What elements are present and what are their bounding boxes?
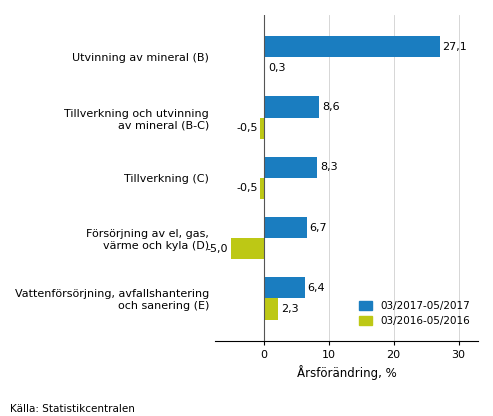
Text: 27,1: 27,1 <box>442 42 467 52</box>
Text: -0,5: -0,5 <box>236 123 258 133</box>
Bar <box>264 57 266 78</box>
Text: 0,3: 0,3 <box>268 63 285 73</box>
Bar <box>264 97 319 117</box>
Text: 2,3: 2,3 <box>281 304 299 314</box>
Text: Källa: Statistikcentralen: Källa: Statistikcentralen <box>10 404 135 414</box>
Bar <box>264 157 317 178</box>
Bar <box>231 238 264 259</box>
Bar <box>260 178 264 199</box>
Text: -5,0: -5,0 <box>207 244 228 254</box>
Bar <box>264 36 440 57</box>
Bar <box>264 298 279 319</box>
Bar <box>260 117 264 139</box>
Text: 8,6: 8,6 <box>322 102 340 112</box>
Text: -0,5: -0,5 <box>236 183 258 193</box>
Text: 8,3: 8,3 <box>320 162 338 172</box>
Text: 6,4: 6,4 <box>308 283 325 293</box>
Legend: 03/2017-05/2017, 03/2016-05/2016: 03/2017-05/2017, 03/2016-05/2016 <box>356 298 473 329</box>
X-axis label: Årsförändring, %: Årsförändring, % <box>296 365 396 380</box>
Text: 6,7: 6,7 <box>310 223 327 233</box>
Bar <box>264 217 307 238</box>
Bar <box>264 277 305 298</box>
